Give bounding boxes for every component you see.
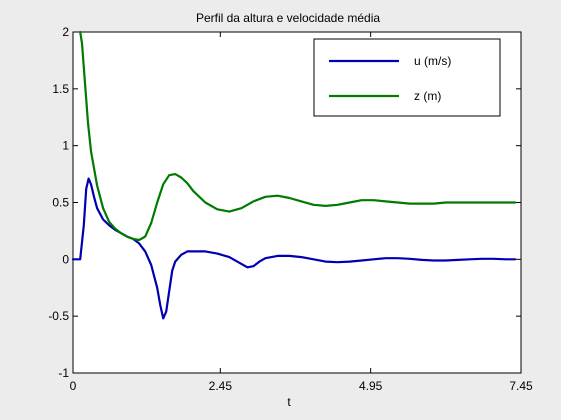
y-tick-label: 0 bbox=[62, 252, 69, 266]
y-tick-label: -1 bbox=[58, 366, 69, 380]
series-line-u bbox=[71, 177, 517, 320]
x-tick-label: 2.45 bbox=[209, 379, 233, 393]
x-axis-label: t bbox=[287, 395, 291, 409]
chart-title: Perfil da altura e velocidade média bbox=[196, 11, 380, 25]
axis-ticks: -1 -0.5 0 0.5 1 1.5 2 0 2.45 4.95 7.45 bbox=[48, 25, 533, 393]
x-tick-label: 4.95 bbox=[359, 379, 383, 393]
y-tick-label: -0.5 bbox=[48, 309, 69, 323]
y-tick-label: 2 bbox=[62, 25, 69, 39]
series-group bbox=[71, 30, 517, 320]
y-tick-label: 0.5 bbox=[52, 196, 69, 210]
y-tick-label: 1.5 bbox=[52, 82, 69, 96]
x-tick-label: 0 bbox=[70, 379, 77, 393]
y-tick-label: 1 bbox=[62, 139, 69, 153]
legend-label: z (m) bbox=[414, 89, 441, 103]
legend-box bbox=[313, 38, 501, 117]
legend: u (m/s) z (m) bbox=[313, 38, 501, 117]
x-tick-label: 7.45 bbox=[509, 379, 533, 393]
legend-label: u (m/s) bbox=[414, 54, 451, 68]
series-line-z bbox=[79, 30, 517, 242]
